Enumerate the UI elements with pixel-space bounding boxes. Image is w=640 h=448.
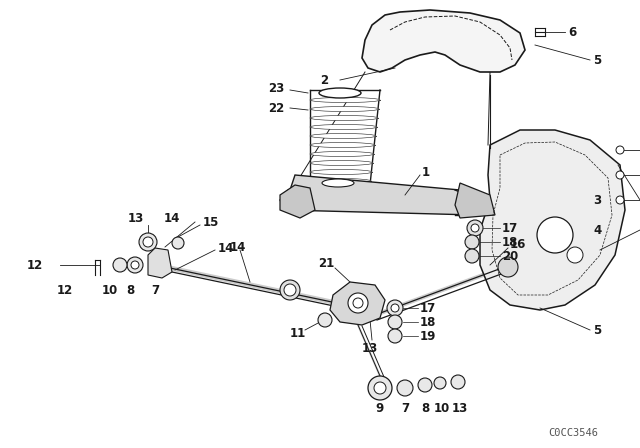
Text: 5: 5 — [593, 323, 601, 336]
Circle shape — [567, 247, 583, 263]
Ellipse shape — [319, 88, 361, 98]
Text: 17: 17 — [502, 221, 518, 234]
Circle shape — [498, 257, 518, 277]
Text: 11: 11 — [290, 327, 307, 340]
Circle shape — [127, 257, 143, 273]
Polygon shape — [480, 130, 625, 310]
Text: 12: 12 — [57, 284, 73, 297]
Polygon shape — [148, 248, 172, 278]
Ellipse shape — [310, 178, 371, 184]
Text: 8: 8 — [421, 401, 429, 414]
Text: 18: 18 — [502, 236, 518, 249]
Circle shape — [397, 380, 413, 396]
Polygon shape — [280, 175, 480, 215]
Text: 12: 12 — [27, 258, 43, 271]
Text: 14: 14 — [164, 211, 180, 224]
Text: 8: 8 — [126, 284, 134, 297]
Text: C0CC3546: C0CC3546 — [548, 428, 598, 438]
Polygon shape — [280, 185, 315, 218]
Circle shape — [616, 171, 624, 179]
Circle shape — [434, 377, 446, 389]
Text: 22: 22 — [268, 102, 284, 115]
Circle shape — [387, 300, 403, 316]
Circle shape — [113, 258, 127, 272]
Circle shape — [348, 293, 368, 313]
Ellipse shape — [283, 189, 301, 211]
Circle shape — [465, 249, 479, 263]
Text: 2: 2 — [320, 73, 328, 86]
Text: 14: 14 — [218, 241, 234, 254]
Ellipse shape — [310, 151, 374, 156]
Ellipse shape — [310, 98, 380, 103]
Text: 6: 6 — [568, 26, 576, 39]
Text: 9: 9 — [376, 401, 384, 414]
Ellipse shape — [310, 160, 373, 165]
Text: 13: 13 — [362, 341, 378, 354]
Text: 13: 13 — [452, 401, 468, 414]
Text: 7: 7 — [151, 284, 159, 297]
Text: 15: 15 — [203, 215, 220, 228]
Circle shape — [280, 280, 300, 300]
Text: 13: 13 — [128, 211, 144, 224]
Circle shape — [451, 375, 465, 389]
Text: 14: 14 — [230, 241, 246, 254]
Circle shape — [368, 376, 392, 400]
Text: 1: 1 — [422, 165, 430, 178]
Ellipse shape — [310, 134, 376, 138]
Circle shape — [139, 233, 157, 251]
Circle shape — [616, 146, 624, 154]
Circle shape — [388, 315, 402, 329]
Circle shape — [418, 378, 432, 392]
Ellipse shape — [310, 107, 379, 112]
Ellipse shape — [310, 169, 372, 175]
Text: 16: 16 — [510, 237, 526, 250]
Polygon shape — [362, 10, 525, 72]
Text: 20: 20 — [502, 250, 518, 263]
Text: 5: 5 — [593, 53, 601, 66]
Circle shape — [465, 235, 479, 249]
Circle shape — [467, 220, 483, 236]
Circle shape — [388, 329, 402, 343]
Text: 19: 19 — [420, 329, 436, 343]
Text: 10: 10 — [434, 401, 450, 414]
Text: 7: 7 — [401, 401, 409, 414]
Text: 18: 18 — [420, 315, 436, 328]
Polygon shape — [455, 183, 495, 218]
Circle shape — [172, 237, 184, 249]
Text: 21: 21 — [318, 257, 334, 270]
Text: 10: 10 — [102, 284, 118, 297]
Circle shape — [391, 304, 399, 312]
Polygon shape — [330, 282, 385, 325]
Circle shape — [131, 261, 139, 269]
Circle shape — [143, 237, 153, 247]
Circle shape — [284, 284, 296, 296]
Circle shape — [537, 217, 573, 253]
Circle shape — [616, 196, 624, 204]
Ellipse shape — [322, 179, 354, 187]
Circle shape — [353, 298, 363, 308]
Circle shape — [471, 224, 479, 232]
Ellipse shape — [310, 142, 375, 147]
Text: 23: 23 — [268, 82, 284, 95]
Circle shape — [374, 382, 386, 394]
Ellipse shape — [310, 125, 377, 129]
Text: 3: 3 — [593, 194, 601, 207]
Ellipse shape — [310, 116, 378, 121]
Text: 17: 17 — [420, 302, 436, 314]
Circle shape — [318, 313, 332, 327]
Text: 4: 4 — [593, 224, 601, 237]
